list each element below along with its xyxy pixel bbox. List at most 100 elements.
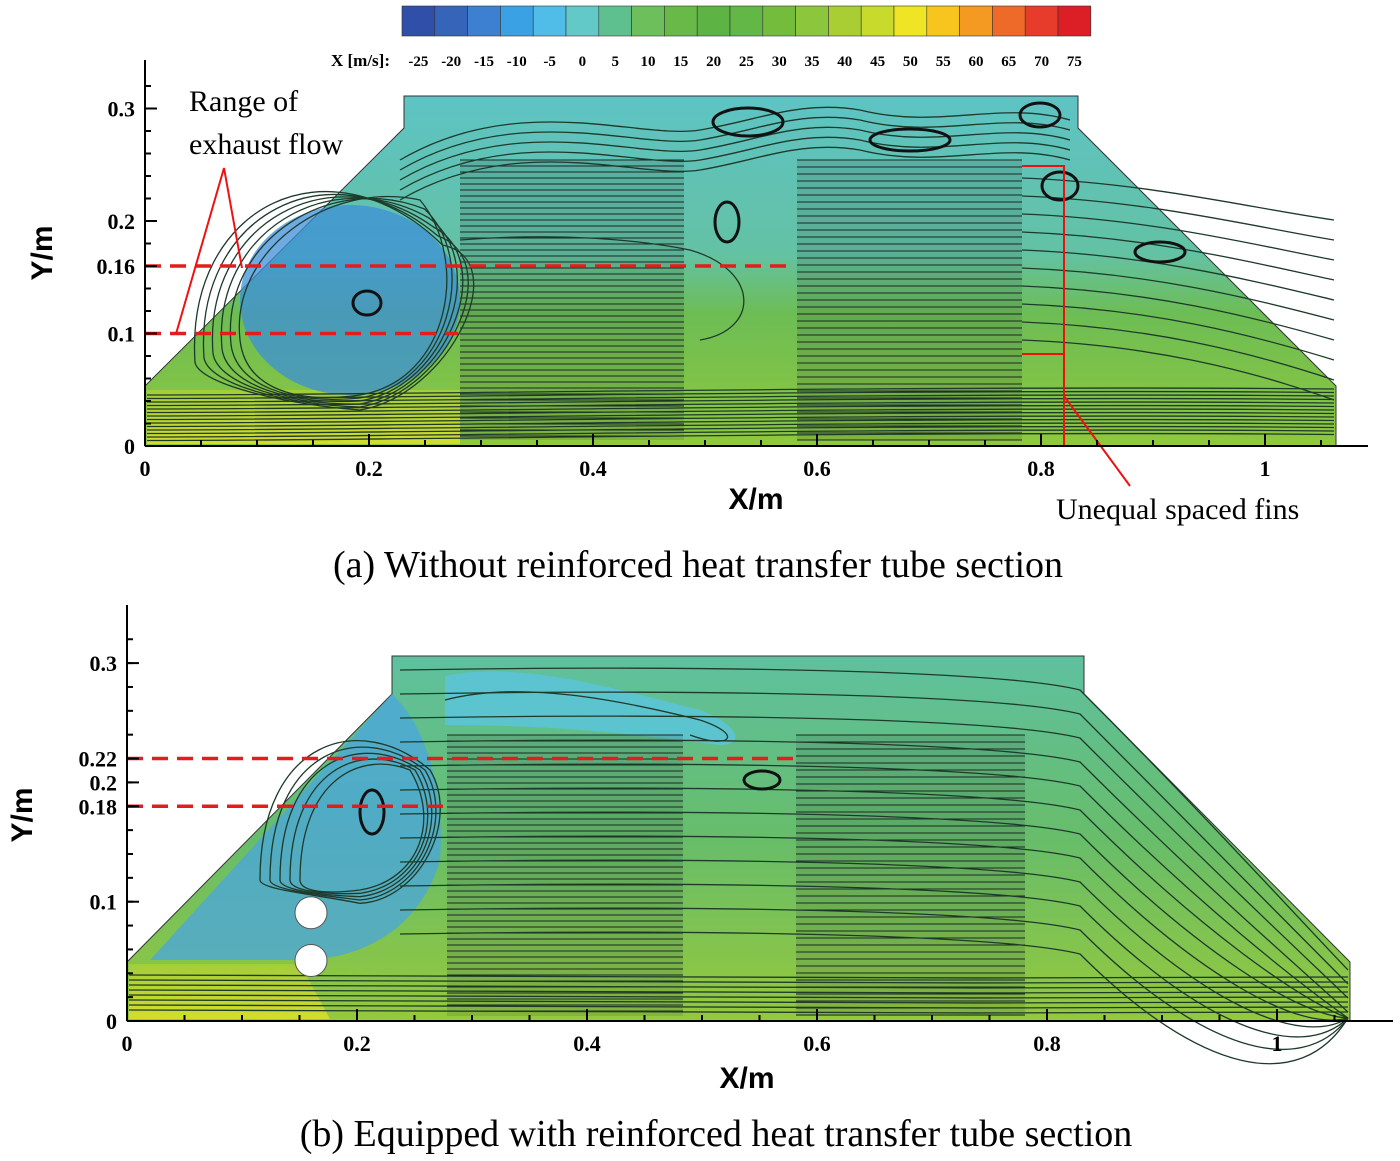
colorbar-title: X [m/s]: [331, 51, 390, 70]
streamline [128, 999, 1349, 1004]
colorbar-swatch [762, 5, 796, 37]
fin-banks [460, 159, 1022, 441]
streamlines [146, 106, 1335, 442]
streamline [1021, 267, 1335, 321]
streamline [229, 198, 453, 400]
panel-b: 0 0.2 0.4 0.6 0.8 100.10.180.20.220.3 X/m Y/m… [6, 605, 1393, 1155]
vortex-core [868, 127, 952, 153]
streamline [146, 411, 1335, 421]
streamline [399, 883, 1349, 1038]
streamline [1021, 303, 1335, 361]
colorbar-tick: 30 [772, 54, 787, 70]
colorbar-tick: 40 [837, 54, 852, 70]
streamline [1021, 213, 1335, 261]
vortex-core [1018, 101, 1062, 129]
colorbar-swatch [729, 5, 764, 37]
upper-vortex-region [445, 671, 736, 745]
x-tick-label: 0.6 [803, 456, 831, 481]
streamline [1021, 285, 1335, 341]
caption-b: (b) Equipped with reinforced heat transf… [300, 1113, 1133, 1155]
streamline [146, 429, 1335, 438]
x-tick-label: 0.8 [1033, 1031, 1061, 1056]
vortex-core [351, 289, 383, 317]
vortex-core [742, 769, 782, 791]
x-tick-label: 0 [140, 456, 151, 481]
x-tick-label: 0.4 [573, 1031, 601, 1056]
streamline [259, 740, 441, 904]
heat-transfer-tubes [294, 896, 328, 977]
range-label-line2: exhaust flow [189, 128, 343, 161]
y-tick-label: 0 [124, 434, 135, 459]
streamline [146, 401, 1335, 410]
streamline [146, 397, 1335, 407]
streamline [399, 715, 1349, 999]
streamline [399, 691, 1349, 985]
x-tick-label: 0.6 [803, 1031, 831, 1056]
colorbar-tick: 20 [706, 54, 721, 70]
streamline [399, 859, 1349, 1028]
exhaust-range-lines [127, 756, 800, 809]
vortex-cores [351, 101, 1187, 317]
streamline [128, 979, 1349, 984]
streamline [399, 146, 1071, 201]
x-tick-label: 1 [1272, 1031, 1283, 1056]
fin-bank [460, 160, 684, 440]
streamline [399, 787, 1349, 1019]
colorbar-tick: -25 [408, 54, 428, 70]
streamline [399, 763, 1349, 1019]
vortex-core [713, 200, 741, 244]
vortex-core [1040, 170, 1080, 202]
y-tick-label: 0.2 [90, 770, 118, 795]
range-pointer [175, 167, 243, 335]
colorbar-swatch [959, 5, 993, 37]
axes: 0 0.2 0.4 0.6 0.8 100.10.180.20.220.3 [79, 605, 1393, 1056]
y-tick-label: 0.3 [90, 651, 118, 676]
streamline [1021, 177, 1335, 221]
streamlines [128, 667, 1349, 1065]
colorbar-tick: -20 [441, 54, 461, 70]
colorbar-tick: 70 [1034, 54, 1049, 70]
colorbar-swatch [664, 5, 698, 37]
colorbar-tick: 60 [969, 54, 984, 70]
caption-a: (a) Without reinforced heat transfer tub… [333, 544, 1063, 586]
streamline [146, 394, 1335, 403]
colorbar-tick: 10 [641, 54, 656, 70]
colorbar-swatch [893, 5, 928, 37]
y-axis-label: Y/m [26, 225, 59, 280]
colorbar-tick: -5 [543, 54, 556, 70]
x-tick-label: 0.2 [343, 1031, 371, 1056]
streamline [399, 739, 1349, 1013]
colorbar-tick: 55 [936, 54, 951, 70]
streamline [399, 136, 1071, 191]
streamline [146, 408, 1335, 417]
streamline [146, 415, 1335, 424]
streamline [399, 667, 1349, 971]
streamline [128, 974, 1349, 979]
streamline [269, 746, 437, 901]
streamline [202, 194, 469, 408]
streamline [299, 763, 425, 893]
colorbar-tick: 15 [673, 54, 688, 70]
streamline [399, 835, 1349, 1021]
fins-bracket [1022, 165, 1065, 446]
annotations: Range of exhaust flow Unequal spaced fin… [175, 85, 1299, 526]
heat-transfer-tube [294, 896, 328, 930]
colorbar-tick: 35 [805, 54, 820, 70]
colorbar-swatch [696, 5, 731, 37]
streamline [128, 1004, 1349, 1009]
colorbar-tick: 25 [739, 54, 754, 70]
vortex-core [358, 788, 386, 836]
range-label-line1: Range of [189, 85, 298, 118]
y-tick-label: 0.18 [79, 794, 118, 819]
x-tick-label: 0 [122, 1031, 133, 1056]
colorbar-swatch [926, 5, 960, 37]
y-axis-label: Y/m [6, 787, 39, 842]
x-tick-label: 0.8 [1027, 456, 1055, 481]
vortex-core [1133, 240, 1187, 264]
fins-label: Unequal spaced fins [1056, 493, 1299, 526]
streamline [399, 907, 1349, 1050]
streamline [1021, 321, 1335, 381]
streamline [146, 418, 1335, 428]
colorbar-swatch [467, 5, 501, 37]
